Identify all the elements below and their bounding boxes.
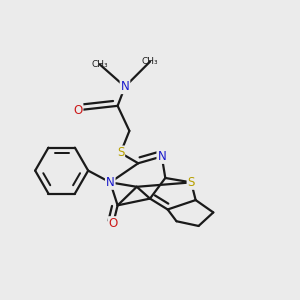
Text: N: N bbox=[158, 150, 166, 163]
Text: N: N bbox=[106, 176, 115, 189]
Text: CH₃: CH₃ bbox=[92, 60, 108, 69]
Text: O: O bbox=[73, 104, 83, 117]
Text: O: O bbox=[109, 217, 118, 230]
Text: S: S bbox=[117, 146, 124, 159]
Text: CH₃: CH₃ bbox=[142, 57, 158, 66]
Text: N: N bbox=[121, 80, 129, 93]
Text: S: S bbox=[188, 176, 195, 189]
